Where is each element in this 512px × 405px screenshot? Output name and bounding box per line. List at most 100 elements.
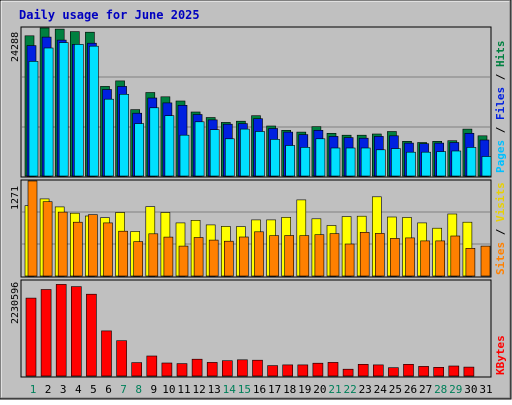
visits-max-label: 1271: [10, 186, 21, 210]
visits-legend-visits: Visits: [494, 182, 507, 222]
kbytes-bar-kbytes-15: [237, 359, 248, 377]
visits-bar-sites-25: [390, 238, 400, 277]
hits-bar-pages-24: [375, 149, 386, 177]
hits-bar-pages-13: [209, 129, 220, 177]
hits-bar-pages-6: [104, 98, 114, 177]
hits-bar-pages-19: [300, 147, 311, 177]
x-tick-label-3: 3: [60, 383, 67, 396]
kbytes-bar-kbytes-22: [342, 368, 354, 377]
x-tick-label-17: 17: [268, 383, 281, 396]
hits-bar-pages-7: [119, 94, 129, 177]
kbytes-bar-kbytes-16: [252, 359, 263, 377]
x-tick-label-10: 10: [162, 383, 175, 396]
hits-bar-pages-4: [74, 44, 84, 177]
kbytes-bar-kbytes-7: [116, 340, 127, 377]
visits-bar-sites-14: [224, 240, 234, 277]
kbytes-bar-kbytes-4: [71, 286, 82, 377]
hits-bar-pages-12: [194, 121, 205, 177]
visits-bar-sites-17: [269, 235, 279, 277]
kbytes-bar-kbytes-12: [191, 358, 203, 377]
hits-bar-pages-16: [255, 131, 265, 177]
visits-legend-separator-1: /: [494, 222, 507, 242]
hits-bar-pages-31: [481, 156, 492, 177]
visits-bar-sites-18: [284, 235, 295, 277]
x-tick-label-16: 16: [253, 383, 266, 396]
kbytes-bar-kbytes-9: [146, 355, 158, 377]
kbytes-bar-kbytes-21: [327, 362, 339, 377]
x-axis-day-labels: 1 2 3 4 5 6 7 8 9 10 11 12 13 14 15 16 17 18 19 20 21 22 23 24 2…: [30, 383, 493, 396]
x-tick-label-27: 27: [419, 383, 432, 396]
visits-bar-sites-9: [148, 233, 159, 277]
x-tick-label-15: 15: [238, 383, 251, 396]
hits-bar-pages-8: [134, 123, 144, 177]
x-tick-label-2: 2: [45, 383, 52, 396]
visits-bar-sites-30: [465, 248, 476, 277]
hits-bar-pages-11: [179, 134, 190, 177]
visits-bar-sites-26: [405, 237, 415, 277]
visits-bar-sites-8: [133, 241, 143, 277]
hits-bar-pages-28: [436, 151, 447, 177]
x-tick-label-13: 13: [208, 383, 221, 396]
x-tick-label-20: 20: [313, 383, 326, 396]
kbytes-bar-kbytes-25: [388, 367, 399, 377]
kbytes-bar-kbytes-13: [206, 362, 218, 377]
visits-bar-sites-13: [208, 239, 219, 277]
x-tick-label-11: 11: [177, 383, 190, 396]
hits-legend-separator-1: /: [494, 120, 507, 140]
hits-legend-hits: Hits: [494, 41, 507, 68]
visits-bar-sites-2: [42, 201, 53, 277]
visits-bar-sites-3: [57, 211, 68, 277]
visits-bar-sites-31: [480, 245, 491, 277]
hits-bar-pages-26: [406, 151, 416, 177]
visits-bar-sites-16: [254, 231, 264, 277]
visits-bar-sites-7: [118, 230, 128, 277]
hits-legend-pages: Pages: [494, 140, 507, 173]
x-tick-label-8: 8: [135, 383, 142, 396]
kbytes-bar-kbytes-17: [267, 365, 278, 377]
visits-bar-sites-27: [420, 240, 430, 277]
visits-bar-sites-28: [435, 240, 446, 277]
hits-bar-pages-29: [451, 150, 462, 177]
visits-bar-sites-6: [103, 222, 113, 277]
hits-legend-files: Files: [494, 87, 507, 120]
hits-bar-pages-25: [391, 148, 401, 177]
kbytes-bar-kbytes-8: [131, 362, 142, 377]
visits-panel-legend: Sites / Visits: [494, 182, 507, 275]
kbytes-bar-kbytes-14: [222, 360, 233, 377]
kbytes-bar-kbytes-18: [282, 364, 294, 377]
kbytes-panel-legend: KBytes: [494, 335, 507, 375]
visits-bar-sites-24: [374, 233, 385, 277]
kbytes-bar-kbytes-24: [372, 364, 384, 377]
kbytes-bar-kbytes-30: [463, 366, 475, 377]
kbytes-bar-kbytes-11: [176, 363, 188, 377]
x-tick-label-12: 12: [192, 383, 205, 396]
hits-bar-pages-14: [225, 138, 235, 177]
kbytes-bar-kbytes-29: [448, 365, 460, 377]
visits-bar-sites-4: [73, 221, 83, 277]
x-tick-label-4: 4: [75, 383, 82, 396]
hits-bar-pages-9: [149, 107, 160, 177]
x-tick-label-6: 6: [105, 383, 112, 396]
kbytes-bar-kbytes-19: [297, 364, 309, 377]
hits-bar-pages-1: [28, 61, 39, 177]
kbytes-bar-kbytes-20: [312, 362, 324, 377]
chart-title: Daily usage for June 2025: [19, 8, 200, 22]
hits-legend-separator-2: /: [494, 67, 507, 87]
visits-legend-sites: Sites: [494, 242, 507, 275]
x-tick-label-5: 5: [90, 383, 97, 396]
kbytes-bar-kbytes-5: [86, 293, 97, 377]
kbytes-bar-kbytes-28: [433, 366, 445, 377]
x-tick-label-30: 30: [464, 383, 477, 396]
x-tick-label-22: 22: [343, 383, 356, 396]
hits-bar-pages-22: [345, 147, 356, 177]
visits-bar-sites-10: [163, 236, 174, 277]
hits-bar-pages-27: [421, 151, 431, 177]
visits-bar-sites-1: [27, 180, 38, 277]
visits-bar-sites-12: [193, 237, 204, 277]
kbytes-bar-kbytes-6: [101, 330, 112, 377]
hits-bar-pages-18: [285, 145, 296, 177]
x-tick-label-21: 21: [328, 383, 341, 396]
hits-bar-pages-3: [58, 42, 69, 177]
